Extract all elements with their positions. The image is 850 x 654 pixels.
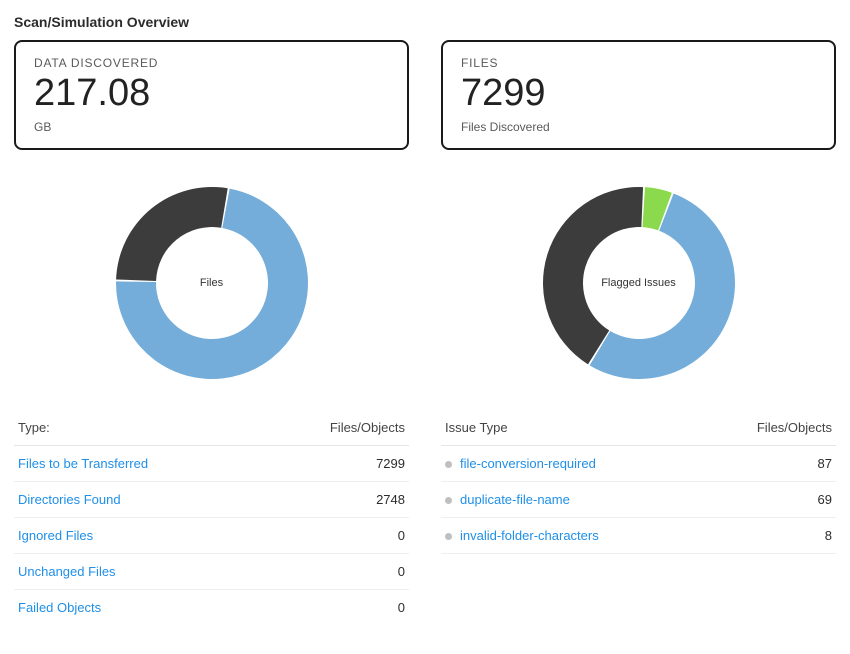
bullet-icon	[445, 461, 452, 468]
overview-columns: DATA DISCOVERED 217.08 GB Files Type: Fi…	[14, 40, 836, 625]
stat-value: 217.08	[34, 72, 389, 116]
row-link[interactable]: Unchanged Files	[18, 564, 116, 579]
issues-table-col-type: Issue Type	[441, 410, 702, 446]
stat-card-files: FILES 7299 Files Discovered	[441, 40, 836, 150]
row-link[interactable]: Files to be Transferred	[18, 456, 148, 471]
donut-slice[interactable]	[116, 187, 228, 281]
table-row: invalid-folder-characters 8	[441, 517, 836, 553]
table-row: Ignored Files 0	[14, 517, 409, 553]
stat-top-label: FILES	[461, 56, 816, 70]
row-label-cell: invalid-folder-characters	[441, 517, 702, 553]
row-label-cell: file-conversion-required	[441, 445, 702, 481]
row-value-cell: 8	[702, 517, 836, 553]
table-row: Directories Found 2748	[14, 481, 409, 517]
row-value-cell: 0	[261, 553, 409, 589]
row-label-cell: Failed Objects	[14, 589, 261, 625]
page-title: Scan/Simulation Overview	[14, 14, 836, 30]
table-row: Failed Objects 0	[14, 589, 409, 625]
stat-bottom-label: GB	[34, 120, 389, 134]
row-label-cell: Ignored Files	[14, 517, 261, 553]
row-link[interactable]: duplicate-file-name	[460, 492, 570, 507]
row-value-cell: 2748	[261, 481, 409, 517]
row-value-cell: 0	[261, 589, 409, 625]
row-link[interactable]: Ignored Files	[18, 528, 93, 543]
stat-card-data-discovered: DATA DISCOVERED 217.08 GB	[14, 40, 409, 150]
row-link[interactable]: Directories Found	[18, 492, 121, 507]
table-row: Files to be Transferred 7299	[14, 445, 409, 481]
table-row: Unchanged Files 0	[14, 553, 409, 589]
issues-donut-svg	[534, 178, 744, 388]
files-donut-svg	[107, 178, 317, 388]
files-table: Type: Files/Objects Files to be Transfer…	[14, 410, 409, 625]
row-value-cell: 0	[261, 517, 409, 553]
row-value-cell: 7299	[261, 445, 409, 481]
right-column: FILES 7299 Files Discovered Flagged Issu…	[441, 40, 836, 625]
table-row: file-conversion-required 87	[441, 445, 836, 481]
bullet-icon	[445, 497, 452, 504]
files-donut-chart: Files	[14, 168, 409, 398]
issues-donut-chart: Flagged Issues	[441, 168, 836, 398]
row-link[interactable]: file-conversion-required	[460, 456, 596, 471]
row-link[interactable]: Failed Objects	[18, 600, 101, 615]
row-value-cell: 69	[702, 481, 836, 517]
row-label-cell: duplicate-file-name	[441, 481, 702, 517]
stat-bottom-label: Files Discovered	[461, 120, 816, 134]
files-table-col-count: Files/Objects	[261, 410, 409, 446]
files-table-col-type: Type:	[14, 410, 261, 446]
bullet-icon	[445, 533, 452, 540]
donut-slice[interactable]	[543, 187, 643, 364]
row-link[interactable]: invalid-folder-characters	[460, 528, 599, 543]
table-row: duplicate-file-name 69	[441, 481, 836, 517]
row-label-cell: Unchanged Files	[14, 553, 261, 589]
left-column: DATA DISCOVERED 217.08 GB Files Type: Fi…	[14, 40, 409, 625]
row-label-cell: Directories Found	[14, 481, 261, 517]
issues-table-col-count: Files/Objects	[702, 410, 836, 446]
issues-table: Issue Type Files/Objects file-conversion…	[441, 410, 836, 554]
stat-value: 7299	[461, 72, 816, 116]
row-value-cell: 87	[702, 445, 836, 481]
row-label-cell: Files to be Transferred	[14, 445, 261, 481]
stat-top-label: DATA DISCOVERED	[34, 56, 389, 70]
